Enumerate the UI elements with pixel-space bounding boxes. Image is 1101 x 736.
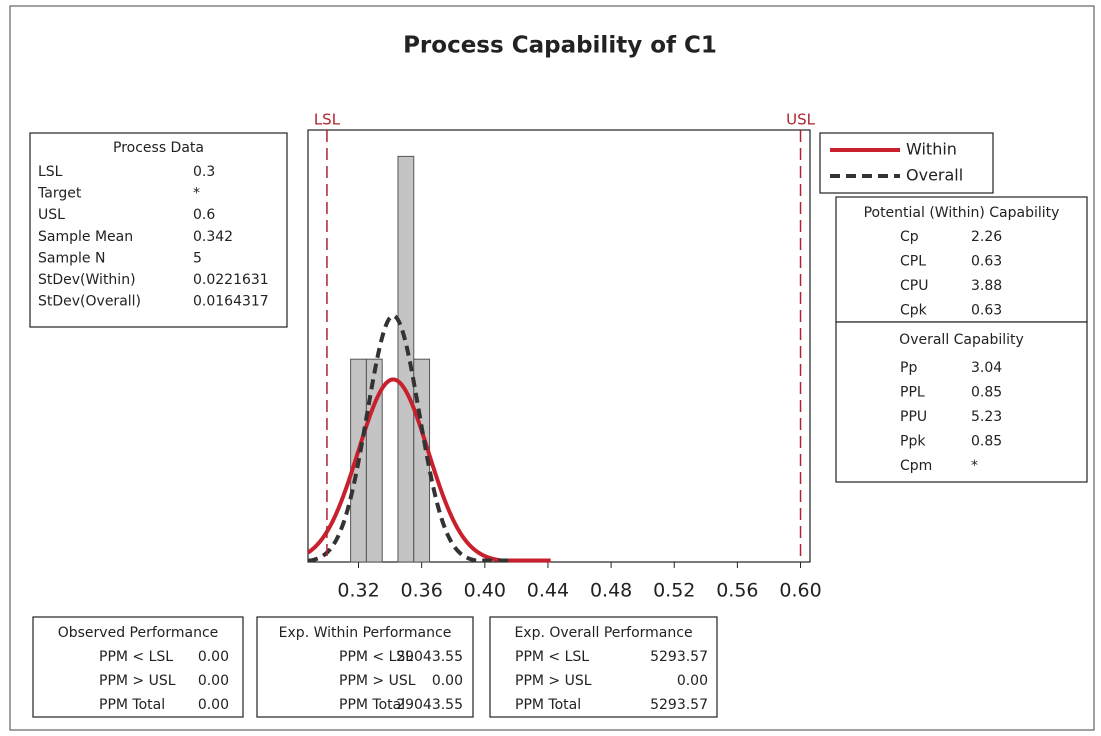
spec-label: USL: [786, 111, 816, 129]
row-label: PPU: [900, 409, 927, 425]
row-value: 0.00: [677, 673, 708, 689]
row-value: 5.23: [971, 409, 1002, 425]
row-value: 0.0221631: [193, 272, 269, 288]
row-value: 0.3: [193, 164, 215, 180]
row-label: Sample Mean: [38, 229, 133, 245]
row-value: 2.26: [971, 229, 1002, 245]
row-label: PPM < LSL: [99, 649, 173, 665]
legend-label: Overall: [906, 166, 963, 185]
row-label: Cpm: [900, 458, 932, 474]
x-tick-label: 0.36: [401, 580, 443, 602]
row-value: 0.0164317: [193, 294, 269, 310]
row-label: Sample N: [38, 250, 105, 266]
table-title: Observed Performance: [58, 625, 219, 641]
row-value: 5: [193, 250, 202, 266]
table-title: Exp. Overall Performance: [514, 625, 692, 641]
row-value: 0.63: [971, 303, 1002, 319]
x-tick-label: 0.56: [716, 580, 758, 602]
row-label: PPL: [900, 385, 925, 401]
row-label: StDev(Overall): [38, 294, 141, 310]
row-label: PPM > USL: [99, 673, 176, 689]
bar: [398, 156, 414, 562]
row-label: PPM Total: [99, 697, 165, 713]
row-value: 29043.55: [396, 697, 463, 713]
row-value: 3.04: [971, 360, 1002, 376]
row-value: 0.63: [971, 254, 1002, 270]
row-label: Ppk: [900, 434, 926, 450]
row-value: 3.88: [971, 278, 1002, 294]
row-value: 0.00: [198, 649, 229, 665]
row-label: CPU: [900, 278, 928, 294]
x-tick-label: 0.52: [653, 580, 695, 602]
row-label: Target: [37, 186, 82, 202]
row-value: 29043.55: [396, 649, 463, 665]
row-label: Pp: [900, 360, 917, 376]
row-value: *: [193, 186, 200, 202]
row-label: PPM Total: [515, 697, 581, 713]
row-label: CPL: [900, 254, 926, 270]
row-label: PPM > USL: [339, 673, 416, 689]
row-value: 0.00: [432, 673, 463, 689]
x-tick-label: 0.48: [590, 580, 632, 602]
row-label: Cpk: [900, 303, 928, 319]
row-value: 5293.57: [650, 649, 708, 665]
row-label: USL: [38, 207, 65, 223]
legend-label: Within: [906, 140, 957, 159]
row-label: PPM < LSL: [515, 649, 589, 665]
capability-report: Process Capability of C1 0.32 0.36 0.40 0.4…: [0, 0, 1101, 736]
x-tick-label: 0.44: [527, 580, 569, 602]
table-title: Exp. Within Performance: [279, 625, 452, 641]
row-value: *: [971, 458, 978, 474]
row-value: 0.00: [198, 673, 229, 689]
x-tick-label: 0.60: [779, 580, 821, 602]
row-value: 0.00: [198, 697, 229, 713]
row-value: 0.342: [193, 229, 233, 245]
spec-label: LSL: [314, 111, 341, 129]
row-label: LSL: [38, 164, 63, 180]
row-value: 0.85: [971, 434, 1002, 450]
table-title: Overall Capability: [899, 332, 1024, 348]
chart-title: Process Capability of C1: [403, 33, 717, 59]
table-title: Process Data: [113, 140, 204, 156]
plot-area: [308, 130, 810, 562]
row-label: PPM > USL: [515, 673, 592, 689]
x-tick-label: 0.40: [464, 580, 506, 602]
row-label: StDev(Within): [38, 272, 136, 288]
row-label: Cp: [900, 229, 919, 245]
row-value: 0.6: [193, 207, 215, 223]
x-tick-label: 0.32: [337, 580, 379, 602]
row-value: 0.85: [971, 385, 1002, 401]
row-value: 5293.57: [650, 697, 708, 713]
table-title: Potential (Within) Capability: [864, 205, 1060, 221]
